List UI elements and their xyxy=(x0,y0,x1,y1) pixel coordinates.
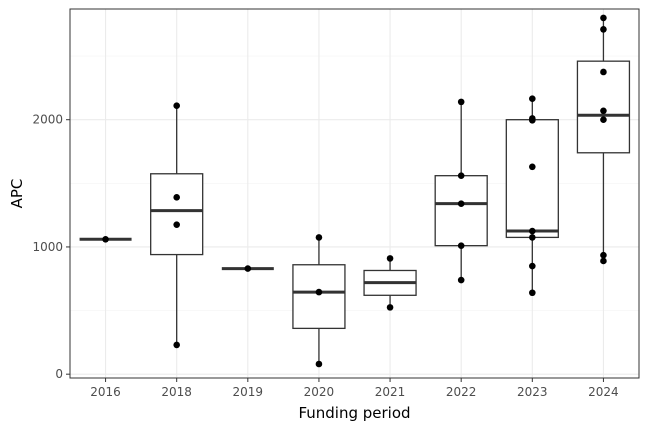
y-tick-label-0: 0 xyxy=(55,367,63,381)
point-2022-2 xyxy=(457,200,465,207)
x-axis-title: Funding period xyxy=(298,404,410,422)
x-tick-label-2019: 2019 xyxy=(233,385,264,399)
point-2018-0 xyxy=(173,102,180,110)
point-2024-0 xyxy=(600,14,607,22)
x-tick-label-2020: 2020 xyxy=(304,385,335,399)
axes: 0 1000 2000 2016 2018 2019 2020 2021 2022 2023 202… xyxy=(32,113,618,399)
point-2018-3 xyxy=(173,341,180,349)
box-body-2023 xyxy=(505,119,559,239)
point-2019-0 xyxy=(244,265,252,272)
point-2022-4 xyxy=(457,276,465,284)
point-2023-5 xyxy=(529,234,536,241)
box-2024 xyxy=(576,17,631,261)
point-2024-2 xyxy=(600,68,607,76)
point-2022-0 xyxy=(457,98,465,106)
x-tick-label-2024: 2024 xyxy=(588,385,619,399)
y-tick-label-1000: 1000 xyxy=(32,240,63,254)
point-2021-0 xyxy=(386,255,394,262)
point-2023-3 xyxy=(529,163,536,171)
box-2021 xyxy=(363,258,417,308)
box-2023 xyxy=(505,98,559,293)
x-tick-label-2018: 2018 xyxy=(161,385,192,399)
data-points xyxy=(102,14,607,368)
box-body-2018 xyxy=(150,173,204,256)
point-2022-1 xyxy=(457,172,465,179)
x-tick-label-2016: 2016 xyxy=(90,385,121,399)
point-2020-1 xyxy=(315,288,323,296)
box-body-2020 xyxy=(292,264,346,330)
point-2018-1 xyxy=(173,194,180,201)
box-2018 xyxy=(150,105,204,345)
box-2022 xyxy=(434,101,488,281)
point-2021-1 xyxy=(386,304,394,311)
point-2023-0 xyxy=(529,95,536,103)
point-2018-2 xyxy=(173,221,180,228)
point-2022-3 xyxy=(457,242,465,249)
point-2024-6 xyxy=(600,257,607,265)
point-2023-6 xyxy=(529,262,536,270)
point-2023-4 xyxy=(529,227,536,235)
point-2016-0 xyxy=(102,236,109,243)
point-2023-2 xyxy=(529,117,536,124)
y-tick-label-2000: 2000 xyxy=(32,113,63,127)
point-2020-2 xyxy=(315,360,323,368)
point-2023-7 xyxy=(529,289,536,297)
box-body-2022 xyxy=(434,175,488,247)
panel-border xyxy=(69,8,640,379)
point-2024-4 xyxy=(600,116,607,123)
point-2024-5 xyxy=(600,251,607,259)
box-2020 xyxy=(292,237,346,365)
y-axis-title: APC xyxy=(8,179,26,209)
point-2020-0 xyxy=(315,234,323,241)
x-tick-label-2022: 2022 xyxy=(446,385,477,399)
point-2024-3 xyxy=(600,107,607,115)
box-body-2024 xyxy=(576,60,631,154)
x-tick-label-2023: 2023 xyxy=(517,385,548,399)
boxes xyxy=(79,17,631,365)
x-tick-label-2021: 2021 xyxy=(375,385,406,399)
point-2024-1 xyxy=(600,26,607,33)
